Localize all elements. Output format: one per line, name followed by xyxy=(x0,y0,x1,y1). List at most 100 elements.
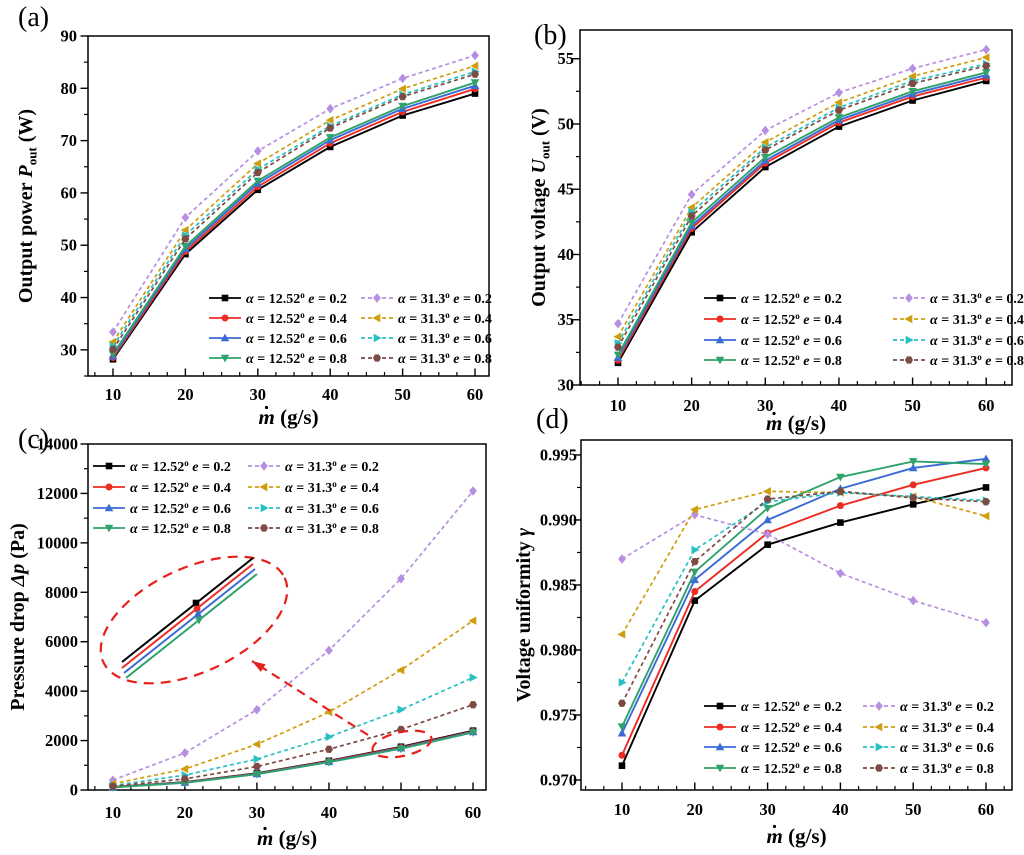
legend-item: α = 31.3o e = 0.6 xyxy=(893,332,1024,349)
legend-label: α = 31.3o e = 0.8 xyxy=(398,350,492,367)
series-line xyxy=(112,81,476,355)
hexagon-marker xyxy=(909,494,918,502)
triangle-right-marker xyxy=(905,335,914,345)
series-line xyxy=(617,63,987,344)
triangle-left-marker xyxy=(613,332,622,341)
triangle-left-marker xyxy=(325,116,334,125)
y-tick-label: 70 xyxy=(61,131,78,150)
legend-label: α = 12.52o e = 0.6 xyxy=(130,500,231,517)
diamond-marker xyxy=(253,146,262,156)
series-line xyxy=(112,54,476,333)
legend-item: α = 31.3o e = 0.8 xyxy=(863,760,994,777)
square-marker xyxy=(192,599,200,607)
square-marker xyxy=(326,143,334,151)
triangle-up-marker xyxy=(193,609,203,618)
diamond-marker xyxy=(908,63,917,74)
triangle-down-marker xyxy=(470,79,480,87)
legend-label: α = 31.3o e = 0.2 xyxy=(285,458,379,475)
hexagon-marker xyxy=(252,762,261,771)
legend-label: α = 31.3o e = 0.6 xyxy=(398,330,492,347)
diamond-marker xyxy=(398,73,407,84)
series-line xyxy=(621,467,987,756)
series-d-4 xyxy=(618,509,990,628)
legend-item: α = 31.3o e = 0.6 xyxy=(863,739,994,756)
triangle-right-marker xyxy=(260,503,269,513)
y-tick-label: 30 xyxy=(61,340,78,359)
triangle-down-marker xyxy=(981,460,991,469)
square-marker xyxy=(716,702,724,710)
square-marker xyxy=(399,112,406,119)
y-tick-label: 50 xyxy=(558,114,575,133)
zoom-arrow-head xyxy=(252,661,266,672)
legend-item: α = 31.3o e = 0.8 xyxy=(361,350,492,367)
hexagon-marker xyxy=(471,70,480,78)
diamond-marker xyxy=(909,595,918,606)
diamond-marker xyxy=(687,189,696,200)
x-tick-label: 30 xyxy=(249,803,266,822)
diamond-marker xyxy=(325,645,333,656)
plot-frame-d xyxy=(580,439,1013,791)
hexagon-marker xyxy=(982,62,991,70)
plot-frame-c xyxy=(87,443,487,791)
triangle-down-marker xyxy=(981,69,991,77)
triangle-down-marker xyxy=(398,102,407,111)
x-axis-title-b: m (g/s) xyxy=(766,411,826,435)
x-tick-label: 50 xyxy=(904,396,921,415)
legend-label: α = 31.3o e = 0.4 xyxy=(930,311,1024,328)
y-tick-label: 40 xyxy=(61,288,78,307)
triangle-up-marker xyxy=(981,454,991,463)
series-line xyxy=(617,76,987,361)
triangle-left-marker xyxy=(252,740,261,749)
series-line xyxy=(112,73,476,350)
x-tick-label: 40 xyxy=(322,385,339,404)
legend-item: α = 12.52o e = 0.6 xyxy=(209,330,347,347)
series-d-0 xyxy=(618,484,990,769)
diamond-marker xyxy=(253,704,261,715)
zoom-ellipse-small xyxy=(371,729,433,759)
hexagon-marker xyxy=(834,106,843,114)
triangle-up-marker xyxy=(715,742,725,751)
zoom-inset-line xyxy=(121,563,254,669)
diamond-marker xyxy=(763,529,772,540)
triangle-right-marker xyxy=(325,732,334,742)
y-tick-label: 0.985 xyxy=(540,575,577,594)
legend-label: α = 31.3o e = 0.8 xyxy=(285,520,379,537)
series-line xyxy=(112,620,474,785)
legend-item: α = 31.3o e = 0.8 xyxy=(893,352,1024,369)
y-axis-title-a: Output power Pout (W) xyxy=(15,109,40,303)
series-c-3 xyxy=(108,729,478,792)
y-tick-label: 8000 xyxy=(45,583,78,602)
panel-b: 10 20 30 40 50 60 30 35 40 45 50 55 Output voltage U… xyxy=(528,29,1024,435)
x-tick-label: 50 xyxy=(393,803,410,822)
x-tick-label: 40 xyxy=(831,396,848,415)
legend-item: α = 12.52o e = 0.2 xyxy=(209,290,347,307)
square-marker xyxy=(691,597,699,604)
x-axis-d: 10 20 30 40 50 60 xyxy=(584,782,1005,819)
y-axis-b: 30 35 40 45 50 55 xyxy=(558,49,580,395)
hexagon-marker xyxy=(324,745,333,753)
triangle-up-marker xyxy=(220,333,230,342)
series-line xyxy=(617,48,987,325)
square-marker xyxy=(909,97,916,104)
legend-label: α = 12.52o e = 0.6 xyxy=(741,739,842,756)
series-b-5 xyxy=(613,53,990,341)
legend-label: α = 31.3o e = 0.4 xyxy=(285,479,379,496)
legend-item: α = 12.52o e = 0.6 xyxy=(704,332,842,349)
series-a-7 xyxy=(108,70,480,353)
series-line xyxy=(617,71,987,356)
legend-item: α = 31.3o e = 0.2 xyxy=(248,458,379,475)
legend-item: α = 31.3o e = 0.4 xyxy=(248,479,379,496)
legend-item: α = 31.3o e = 0.8 xyxy=(248,520,379,537)
series-line xyxy=(112,731,474,789)
y-tick-label: 0.980 xyxy=(540,640,577,659)
series-b-4 xyxy=(614,44,991,329)
triangle-up-marker xyxy=(104,503,114,512)
x-tick-label: 60 xyxy=(978,396,995,415)
y-tick-label: 10000 xyxy=(37,533,78,552)
x-tick-label: 10 xyxy=(614,800,631,819)
series-line xyxy=(112,92,476,360)
triangle-down-marker xyxy=(468,729,478,737)
triangle-left-marker xyxy=(259,482,268,492)
hexagon-marker xyxy=(617,699,626,707)
triangle-left-marker xyxy=(396,665,405,675)
